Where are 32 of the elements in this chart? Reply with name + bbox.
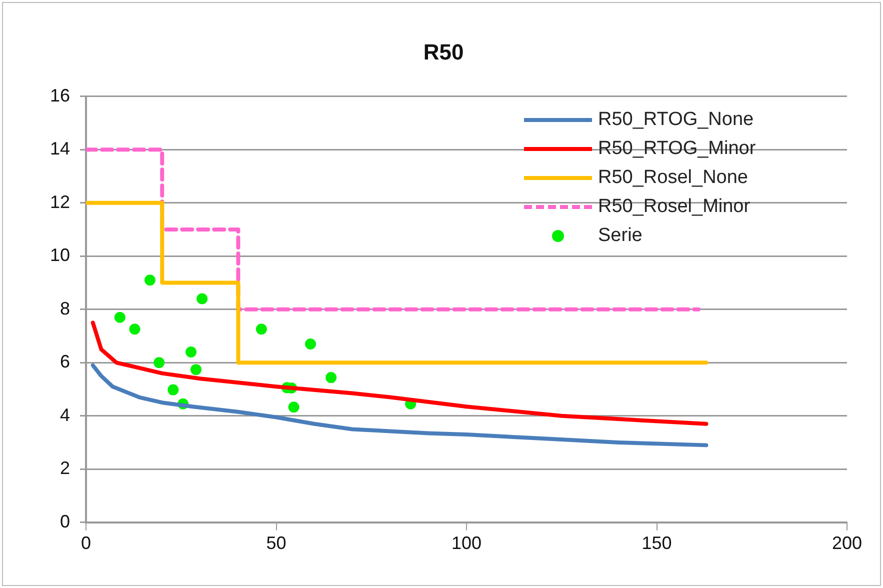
point xyxy=(196,293,208,304)
y-tick-label: 0 xyxy=(60,511,70,532)
legend-label: R50_RTOG_Minor xyxy=(598,137,756,161)
y-tick-label: 6 xyxy=(60,352,70,372)
x-tick-label: 100 xyxy=(451,533,482,554)
y-tick-label: 14 xyxy=(50,138,70,159)
point xyxy=(288,402,300,413)
point xyxy=(129,324,140,335)
point xyxy=(256,324,267,335)
y-tick-label: 16 xyxy=(50,85,70,106)
y-tick-label: 4 xyxy=(60,404,70,425)
chart-title: R50 xyxy=(423,39,464,64)
legend-label: R50_Rosel_None xyxy=(598,166,748,190)
legend-label: R50_RTOG_None xyxy=(598,108,754,132)
point xyxy=(326,372,337,384)
y-tick-label: 12 xyxy=(50,192,70,212)
point xyxy=(114,312,126,323)
point xyxy=(154,357,165,368)
y-tick-label: 10 xyxy=(50,245,70,266)
x-tick-label: 0 xyxy=(81,533,92,554)
x-tick-label: 50 xyxy=(266,533,286,554)
x-tick-label: 200 xyxy=(832,533,862,554)
x-tick-label: 150 xyxy=(642,533,672,554)
legend-label: R50_Rosel_Minor xyxy=(598,195,750,219)
point xyxy=(190,364,202,376)
point xyxy=(186,346,197,358)
point xyxy=(305,338,316,350)
y-tick-label: 8 xyxy=(60,298,70,318)
point xyxy=(168,384,179,396)
y-tick-label: 2 xyxy=(60,458,70,478)
point xyxy=(144,274,156,286)
legend-label: Serie xyxy=(598,224,642,248)
